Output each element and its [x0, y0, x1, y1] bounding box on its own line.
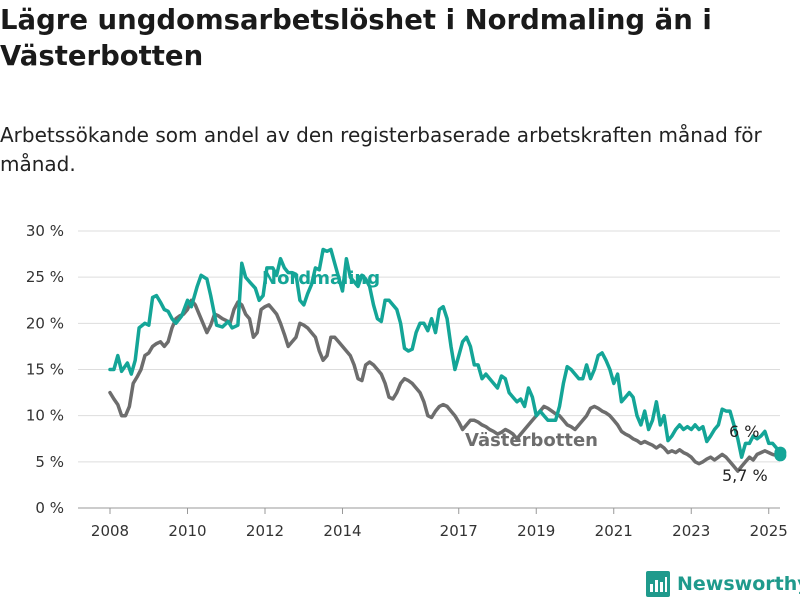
- x-tick-label: 2008: [91, 522, 129, 540]
- end-value-label-nordmaling: 6 %: [729, 422, 759, 441]
- y-tick-label: 10 %: [26, 407, 64, 425]
- brand-name: Newsworthy: [677, 573, 800, 595]
- series-label-vasterbotten: Västerbotten: [465, 430, 598, 451]
- y-axis-ticks: 0 % 5 % 10 % 15 % 20 % 25 % 30 %: [26, 222, 64, 517]
- x-tick-label: 2017: [440, 522, 478, 540]
- y-tick-label: 20 %: [26, 314, 64, 332]
- series-line-vasterbotten: [108, 298, 783, 473]
- x-tick-label: 2021: [595, 522, 633, 540]
- y-tick-label: 5 %: [35, 453, 64, 471]
- x-tick-label: 2019: [517, 522, 555, 540]
- x-tick-label: 2023: [672, 522, 710, 540]
- newsworthy-logo-icon: [646, 571, 670, 597]
- x-tick-label: 2010: [168, 522, 206, 540]
- x-tick-label: 2025: [750, 522, 788, 540]
- y-tick-label: 30 %: [26, 222, 64, 240]
- chart-title: Lägre ungdomsarbetslöshet i Nordmaling ä…: [0, 4, 712, 72]
- brand-logo: Newsworthy: [646, 569, 800, 599]
- end-markers: [774, 446, 787, 462]
- x-tick-label: 2014: [323, 522, 361, 540]
- line-chart: 0 %5 %10 %15 %20 %25 %30 % 2008 2010 2012 2…: [26, 222, 788, 540]
- series-label-nordmaling: Nordmaling: [262, 268, 380, 289]
- end-value-label-vasterbotten: 5,7 %: [722, 466, 768, 485]
- series-line-nordmaling: [108, 247, 783, 459]
- y-tick-label: 15 %: [26, 361, 64, 379]
- y-tick-label: 0 %: [35, 499, 64, 517]
- end-point-marker: [774, 449, 787, 462]
- y-tick-label: 25 %: [26, 268, 64, 286]
- x-axis-ticks: 2008 2010 2012 2014 2017 2019 2021 2023 2025: [91, 508, 788, 540]
- x-tick-label: 2012: [246, 522, 284, 540]
- chart-subtitle: Arbetssökande som andel av den registerb…: [0, 123, 762, 176]
- gridlines: [78, 230, 780, 509]
